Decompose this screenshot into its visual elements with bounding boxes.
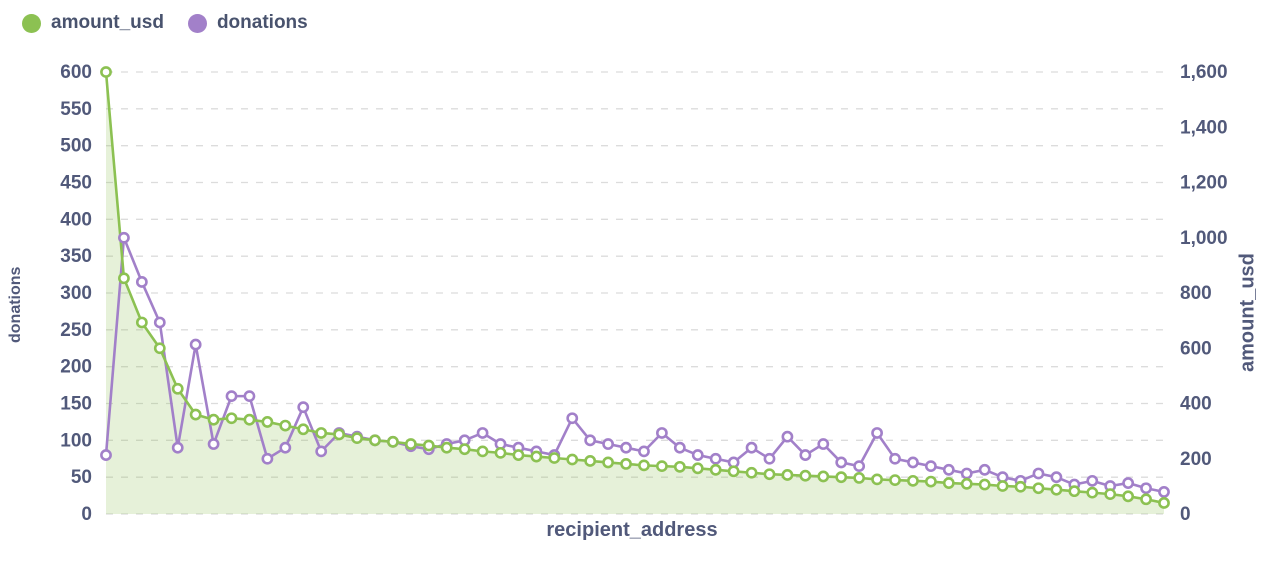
svg-text:250: 250 — [60, 320, 92, 341]
svg-text:150: 150 — [60, 394, 92, 415]
svg-text:600: 600 — [1180, 338, 1212, 359]
svg-text:100: 100 — [60, 430, 92, 451]
svg-text:1,000: 1,000 — [1180, 228, 1228, 249]
svg-text:600: 600 — [60, 62, 92, 83]
svg-text:1,600: 1,600 — [1180, 62, 1228, 83]
svg-text:400: 400 — [1180, 394, 1212, 415]
svg-text:500: 500 — [60, 136, 92, 157]
svg-text:200: 200 — [60, 357, 92, 378]
svg-text:200: 200 — [1180, 449, 1212, 470]
svg-text:450: 450 — [60, 173, 92, 194]
svg-text:400: 400 — [60, 209, 92, 230]
svg-text:800: 800 — [1180, 283, 1212, 304]
svg-text:1,200: 1,200 — [1180, 173, 1228, 194]
svg-text:50: 50 — [71, 467, 92, 488]
svg-text:300: 300 — [60, 283, 92, 304]
svg-text:1,400: 1,400 — [1180, 117, 1228, 138]
svg-text:350: 350 — [60, 246, 92, 267]
svg-text:550: 550 — [60, 99, 92, 120]
